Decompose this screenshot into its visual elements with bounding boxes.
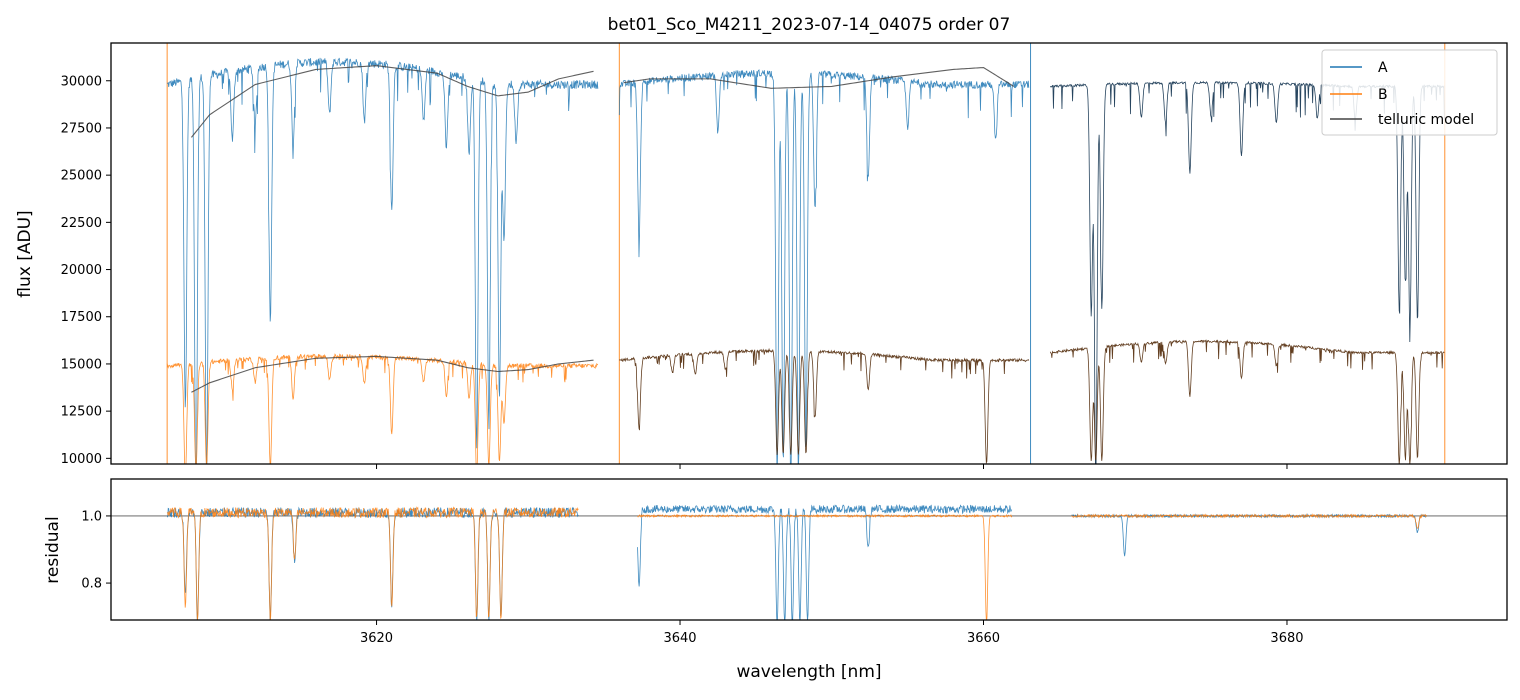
legend-label-b: B bbox=[1378, 87, 1388, 103]
legend-label-a: A bbox=[1378, 60, 1388, 76]
series-telluric-model bbox=[191, 355, 594, 393]
series-b-segment bbox=[619, 347, 1030, 464]
x-axis-label: wavelength [nm] bbox=[736, 662, 881, 682]
residual-series-b bbox=[1071, 513, 1427, 529]
top-panel-series bbox=[166, 43, 1446, 464]
bottom-x-tick-label: 3640 bbox=[663, 631, 696, 646]
bottom-panel-series bbox=[111, 504, 1507, 620]
series-telluric-model bbox=[623, 66, 1015, 89]
series-b-segment bbox=[1049, 339, 1445, 464]
top-panel-frame bbox=[110, 42, 1508, 465]
legend: A B telluric model bbox=[1321, 49, 1498, 136]
bottom-y-tick-label: 0.8 bbox=[81, 577, 102, 592]
top-panel: 10000 12500 15000 17500 20000 22500 25000 27500… bbox=[15, 42, 1508, 469]
series-telluric-model bbox=[190, 65, 594, 138]
legend-box bbox=[1321, 49, 1498, 136]
top-y-axis-label: flux [ADU] bbox=[15, 210, 35, 297]
bottom-x-tick-label: 3660 bbox=[967, 631, 1000, 646]
series-a-segment bbox=[167, 57, 599, 464]
bottom-panel-frame bbox=[110, 478, 1508, 621]
top-x-ticks bbox=[376, 464, 1288, 469]
top-y-tick-label: 27500 bbox=[61, 121, 102, 136]
bottom-panel: 0.8 1.0 3620 3640 3660 3680 residual wavelen… bbox=[43, 478, 1508, 682]
top-y-tick-label: 30000 bbox=[61, 74, 102, 89]
residual-series-a bbox=[637, 504, 1013, 620]
bottom-x-ticks: 3620 3640 3660 3680 bbox=[360, 620, 1304, 646]
chart-title: bet01_Sco_M4211_2023-07-14_04075 order 0… bbox=[608, 15, 1011, 35]
bottom-x-tick-label: 3680 bbox=[1270, 631, 1303, 646]
top-y-tick-label: 10000 bbox=[61, 452, 102, 467]
top-y-tick-label: 15000 bbox=[61, 357, 102, 372]
legend-label-telluric: telluric model bbox=[1378, 112, 1474, 128]
top-y-tick-label: 25000 bbox=[61, 169, 102, 184]
bottom-x-tick-label: 3620 bbox=[360, 631, 393, 646]
residual-series-b bbox=[166, 506, 579, 620]
top-y-tick-label: 12500 bbox=[61, 405, 102, 420]
series-b-segment bbox=[166, 353, 599, 464]
bottom-y-axis-label: residual bbox=[43, 516, 63, 583]
bottom-y-ticks: 0.8 1.0 bbox=[81, 509, 111, 592]
top-y-tick-label: 17500 bbox=[61, 310, 102, 325]
residual-series-b bbox=[637, 513, 1013, 620]
bottom-y-tick-label: 1.0 bbox=[81, 509, 102, 524]
top-y-tick-label: 22500 bbox=[61, 216, 102, 231]
top-y-ticks: 10000 12500 15000 17500 20000 22500 25000 27500… bbox=[61, 74, 111, 467]
top-y-tick-label: 20000 bbox=[61, 263, 102, 278]
